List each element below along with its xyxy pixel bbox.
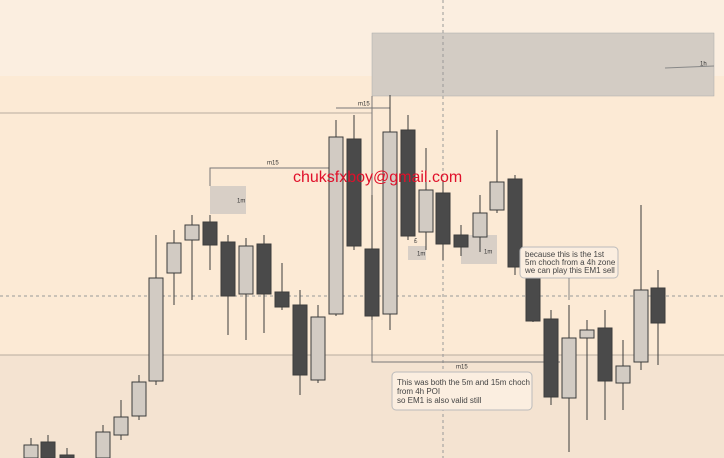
candle [435, 180, 451, 260]
candle [561, 305, 577, 452]
candle [256, 235, 272, 333]
candles [23, 95, 666, 458]
candle-body [472, 212, 488, 238]
candle-body [220, 241, 236, 297]
candle-body [113, 416, 129, 436]
candle [95, 425, 111, 458]
structure-label: m15 [267, 161, 279, 167]
candle [418, 148, 434, 250]
candle [131, 375, 147, 420]
candle [364, 195, 380, 320]
zone [210, 186, 246, 214]
candle-body [418, 189, 434, 233]
zone-label: 1m [237, 199, 245, 205]
candle-body [633, 289, 649, 363]
structure-line [209, 167, 336, 186]
candle [274, 263, 290, 310]
structure-label: m15 [358, 102, 370, 108]
structure-line [371, 96, 560, 363]
candle [400, 115, 416, 240]
candle-body [650, 287, 666, 324]
candle [166, 230, 182, 305]
candle-body [274, 291, 290, 308]
candle [310, 305, 326, 383]
note-text: so EM1 is also valid still [397, 396, 482, 405]
note-text: because this is the 1st [525, 250, 605, 259]
candle [615, 340, 631, 410]
candle-body [435, 192, 451, 245]
zone-label: 1m [484, 250, 492, 256]
zone-label: £ [414, 239, 418, 245]
candle [184, 215, 200, 300]
candle [328, 120, 344, 316]
candle-body [256, 243, 272, 295]
candle-body [148, 277, 164, 382]
candle [202, 215, 218, 270]
candle-body [59, 454, 75, 458]
candle-body [561, 337, 577, 399]
candle-body [310, 316, 326, 381]
note-text: This was both the 5m and 15m choch [397, 378, 530, 387]
candle [292, 290, 308, 395]
candle [543, 310, 559, 405]
pointer-line [664, 65, 715, 69]
note-text: from 4h POI [397, 387, 440, 396]
candle [489, 130, 505, 213]
watermark: chuksfxboy@gmail.com [293, 169, 462, 186]
htf-zone [371, 32, 715, 97]
zone-label: 1m [417, 252, 425, 258]
note-text: we can play this EM1 sell [524, 266, 615, 275]
candle [59, 448, 75, 458]
candle-body [579, 329, 595, 339]
candle [597, 310, 613, 420]
candle-body [597, 327, 613, 382]
structure-label: m15 [456, 365, 468, 371]
candle-body [489, 181, 505, 211]
candle-body [184, 224, 200, 241]
candle [40, 435, 56, 458]
candle [633, 205, 649, 370]
note-box [391, 371, 533, 411]
candle-body [346, 138, 362, 247]
candle [113, 400, 129, 440]
candle [650, 270, 666, 365]
candle [220, 235, 236, 335]
candle-body [292, 304, 308, 376]
candle-body [328, 136, 344, 315]
candle-body [400, 129, 416, 237]
candle [23, 438, 39, 458]
candle-body [615, 365, 631, 384]
timeframe-label: 1h [700, 62, 707, 68]
candle-body [543, 318, 559, 398]
candle [472, 195, 488, 252]
candle-body [453, 234, 469, 248]
candle [507, 175, 523, 275]
candle [238, 238, 254, 340]
candle [382, 95, 398, 330]
candle-body [95, 431, 111, 458]
candle-body [364, 248, 380, 317]
candle-body [507, 178, 523, 268]
candle-body [166, 242, 182, 274]
candle [579, 320, 595, 420]
note-text: 5m choch from a 4h zone [525, 258, 616, 267]
candle-body [202, 221, 218, 246]
candle-body [131, 381, 147, 417]
candle [148, 235, 164, 385]
candle-body [382, 131, 398, 315]
candle [453, 225, 469, 256]
candle-body [238, 245, 254, 295]
zone [408, 246, 426, 260]
candle-body [23, 444, 39, 458]
candle [346, 115, 362, 250]
candle-body [40, 441, 56, 458]
